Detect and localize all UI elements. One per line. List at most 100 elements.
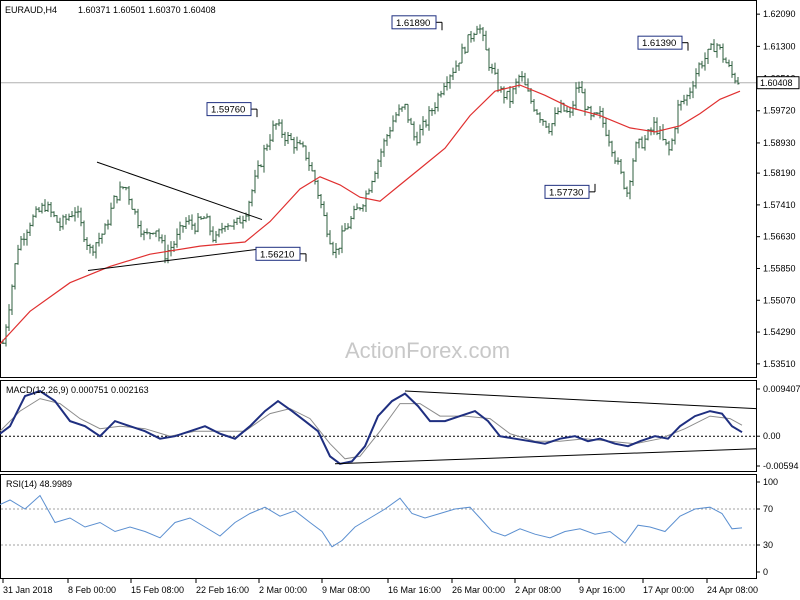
rsi-y-tick-label-2: 30 (763, 540, 773, 550)
price-bar-164 (493, 62, 497, 75)
price-bar-17 (52, 211, 56, 218)
price-y-tick-label-0: 1.62090 (763, 9, 796, 19)
price-bar-110 (331, 241, 335, 256)
price-bar-242 (727, 59, 731, 68)
price-bar-118 (355, 203, 359, 211)
price-bar-64 (193, 222, 197, 235)
price-bar-214 (643, 134, 647, 151)
triangle-trendline-0 (96, 161, 263, 221)
price-bar-28 (85, 237, 89, 250)
price-bar-30 (91, 244, 95, 256)
rsi-layer (0, 494, 756, 548)
price-bar-96 (289, 132, 293, 141)
price-bar-199 (598, 106, 602, 119)
price-bar-72 (217, 228, 221, 238)
price-bar-150 (451, 67, 455, 81)
price-bar-67 (202, 215, 206, 220)
price-layer: 1.59760 1.61890 1.61390 1.57730 1.56210 (0, 15, 756, 347)
x-tick-label-11: 24 Apr 08:00 (707, 585, 758, 595)
price-bar-197 (592, 112, 596, 118)
price-bar-4 (13, 263, 17, 290)
macd-panel-frame (0, 380, 757, 472)
price-bar-106 (319, 194, 323, 209)
price-bar-80 (241, 215, 245, 229)
rsi-panel-frame (0, 474, 757, 579)
header-symbol: EURAUD,H4 (5, 5, 57, 15)
price-bar-32 (97, 232, 101, 247)
current-price-label: 1.60408 (760, 78, 793, 88)
price-bar-22 (67, 213, 71, 221)
price-bar-40 (121, 186, 125, 190)
price-bar-3 (10, 284, 14, 315)
rsi-line (0, 494, 743, 548)
price-bar-44 (133, 208, 137, 215)
macd-line (0, 389, 743, 465)
price-bar-156 (469, 31, 473, 43)
price-bar-175 (526, 78, 530, 92)
price-bar-100 (301, 141, 305, 148)
price-bar-139 (418, 124, 422, 144)
price-bar-63 (190, 214, 194, 230)
price-bar-35 (106, 219, 110, 230)
price-bar-236 (709, 43, 713, 51)
price-bar-108 (325, 212, 329, 238)
callout-label: 1.56210 (260, 249, 294, 260)
x-tick-label-1: 8 Feb 00:00 (68, 585, 116, 595)
price-y-tick-label-1: 1.61300 (763, 41, 796, 51)
price-bar-50 (151, 232, 155, 235)
price-bar-9 (28, 222, 32, 236)
price-bar-105 (316, 179, 320, 199)
price-bar-73 (220, 222, 224, 234)
price-y-tick-label-8: 1.55850 (763, 263, 796, 273)
price-bar-54 (163, 234, 167, 264)
price-bar-5 (16, 244, 20, 265)
panel-frames (0, 0, 757, 579)
price-bar-155 (466, 34, 470, 53)
price-bar-160 (481, 26, 485, 42)
price-bar-85 (256, 160, 260, 179)
price-bar-102 (307, 151, 311, 171)
triangle-trendline-1 (87, 247, 271, 272)
price-bar-69 (208, 215, 212, 236)
price-bar-200 (601, 107, 605, 128)
price-bar-241 (724, 57, 728, 64)
price-bar-76 (229, 225, 233, 227)
price-bar-83 (250, 189, 254, 207)
price-bar-188 (565, 106, 569, 113)
price-bar-124 (373, 171, 377, 183)
price-bar-6 (19, 236, 23, 251)
price-bar-145 (436, 92, 440, 112)
price-bar-14 (43, 199, 47, 212)
price-bar-27 (82, 220, 86, 242)
x-tick-label-4: 2 Mar 00:00 (259, 585, 307, 595)
price-bar-198 (595, 112, 599, 114)
x-tick-label-10: 17 Apr 00:00 (643, 585, 694, 595)
price-bar-92 (277, 119, 281, 127)
price-bar-56 (169, 241, 173, 257)
price-bar-8 (25, 229, 29, 246)
price-bar-21 (64, 213, 68, 225)
rsi-y-tick-label-1: 70 (763, 504, 773, 514)
price-bar-74 (223, 225, 227, 232)
price-bar-234 (703, 52, 707, 71)
price-bar-232 (697, 62, 701, 77)
price-bar-91 (274, 123, 278, 130)
callout-0: 1.59760 (206, 102, 258, 118)
rsi-label: RSI(14) 48.9989 (6, 479, 72, 489)
price-bar-191 (574, 82, 578, 110)
price-bar-48 (145, 228, 149, 235)
price-bar-185 (556, 107, 560, 115)
x-tick-label-7: 26 Mar 00:00 (452, 585, 505, 595)
price-bar-173 (520, 71, 524, 82)
price-bar-195 (586, 105, 590, 110)
price-bar-170 (511, 87, 515, 104)
price-bar-125 (376, 159, 380, 179)
price-bar-168 (505, 90, 509, 100)
price-bar-228 (685, 94, 689, 106)
price-bar-176 (529, 88, 533, 104)
price-bar-23 (70, 211, 74, 218)
rsi-y-tick-label-0: 100 (763, 477, 778, 487)
header-ohlc: 1.60371 1.60501 1.60370 1.60408 (78, 5, 216, 15)
price-bar-95 (286, 132, 290, 145)
price-bar-79 (238, 215, 242, 224)
